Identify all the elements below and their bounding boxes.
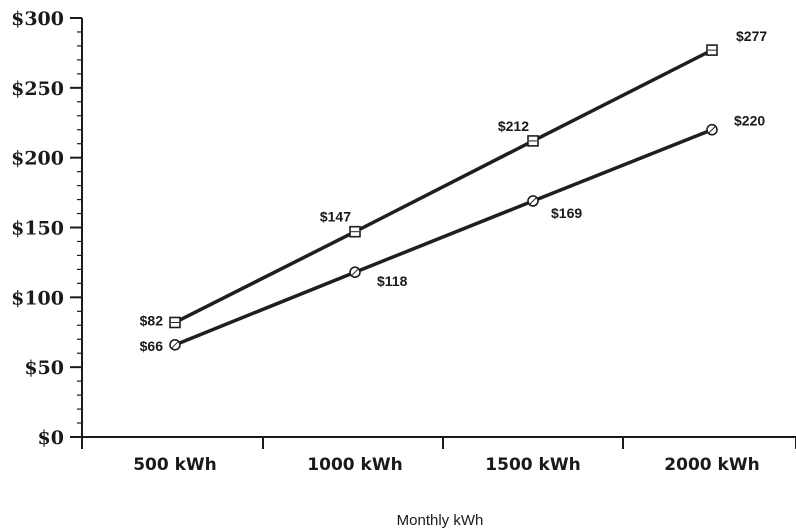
x-tick-label: 500 kWh <box>133 455 217 475</box>
y-tick-label: $300 <box>11 8 64 30</box>
y-tick-label: $0 <box>38 427 64 449</box>
x-tick-label: 1000 kWh <box>307 455 402 475</box>
x-axis: 500 kWh 1000 kWh 1500 kWh 2000 kWh <box>81 436 796 475</box>
y-tick-label: $200 <box>11 148 64 170</box>
marker-detail <box>529 197 537 205</box>
data-label: $169 <box>551 205 582 221</box>
marker-detail <box>351 268 359 276</box>
data-label: $147 <box>320 209 351 225</box>
x-tick-label: 2000 kWh <box>664 455 759 475</box>
y-axis: $0 $50 $100 $150 $200 $250 $300 <box>11 8 83 449</box>
x-tick-label: 1500 kWh <box>485 455 580 475</box>
data-label: $220 <box>734 113 765 129</box>
data-label: $118 <box>377 273 408 289</box>
data-label: $277 <box>736 28 767 44</box>
marker-detail <box>171 341 179 349</box>
y-tick-label: $250 <box>11 78 64 100</box>
x-axis-title: Monthly kWh <box>397 512 484 529</box>
data-label: $66 <box>140 338 164 354</box>
series-line-square <box>174 48 713 325</box>
data-label: $212 <box>498 118 529 134</box>
y-tick-label: $100 <box>11 287 64 309</box>
data-label: $82 <box>140 312 164 328</box>
series-layer <box>169 44 718 351</box>
data-label-layer: $82 $147 $212 $277 $66 $118 $169 $220 <box>140 28 768 354</box>
y-tick-label: $150 <box>11 218 64 240</box>
y-tick-label: $50 <box>24 357 64 379</box>
series-line-circle <box>174 128 713 347</box>
marker-detail <box>708 126 716 134</box>
